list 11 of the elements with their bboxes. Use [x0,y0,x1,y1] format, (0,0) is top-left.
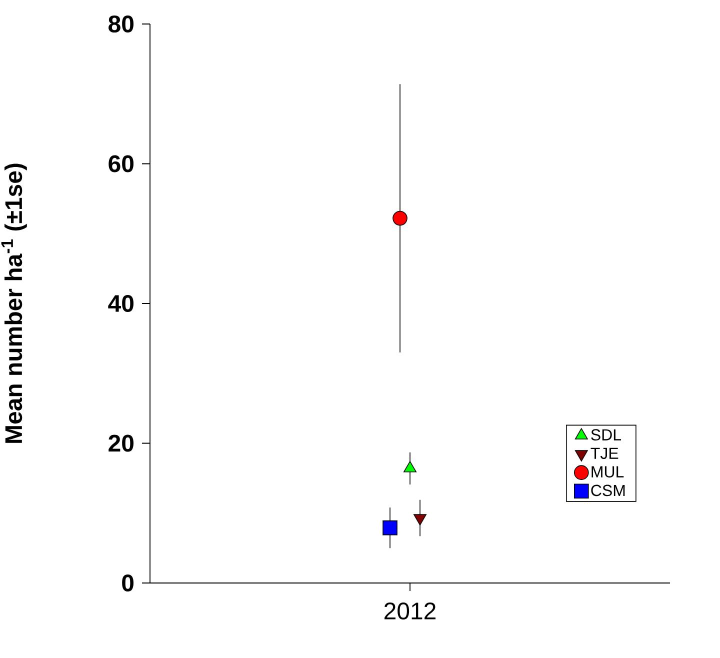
legend-label: MUL [592,466,624,478]
y-tick-label: 0 [122,574,134,592]
x-tick-label: 2012 [384,602,436,620]
legend-label: SDL [591,429,621,441]
y-tick-label: 20 [108,434,134,452]
y-tick-label: 80 [108,15,134,32]
y-axis-title: Mean number ha$^{-1}$ (±1se) [1,164,27,443]
y-tick-label: 60 [108,155,134,172]
legend-label: CSM [591,484,625,496]
y-tick-label: 40 [108,294,134,312]
legend-label: TJE [590,448,618,459]
